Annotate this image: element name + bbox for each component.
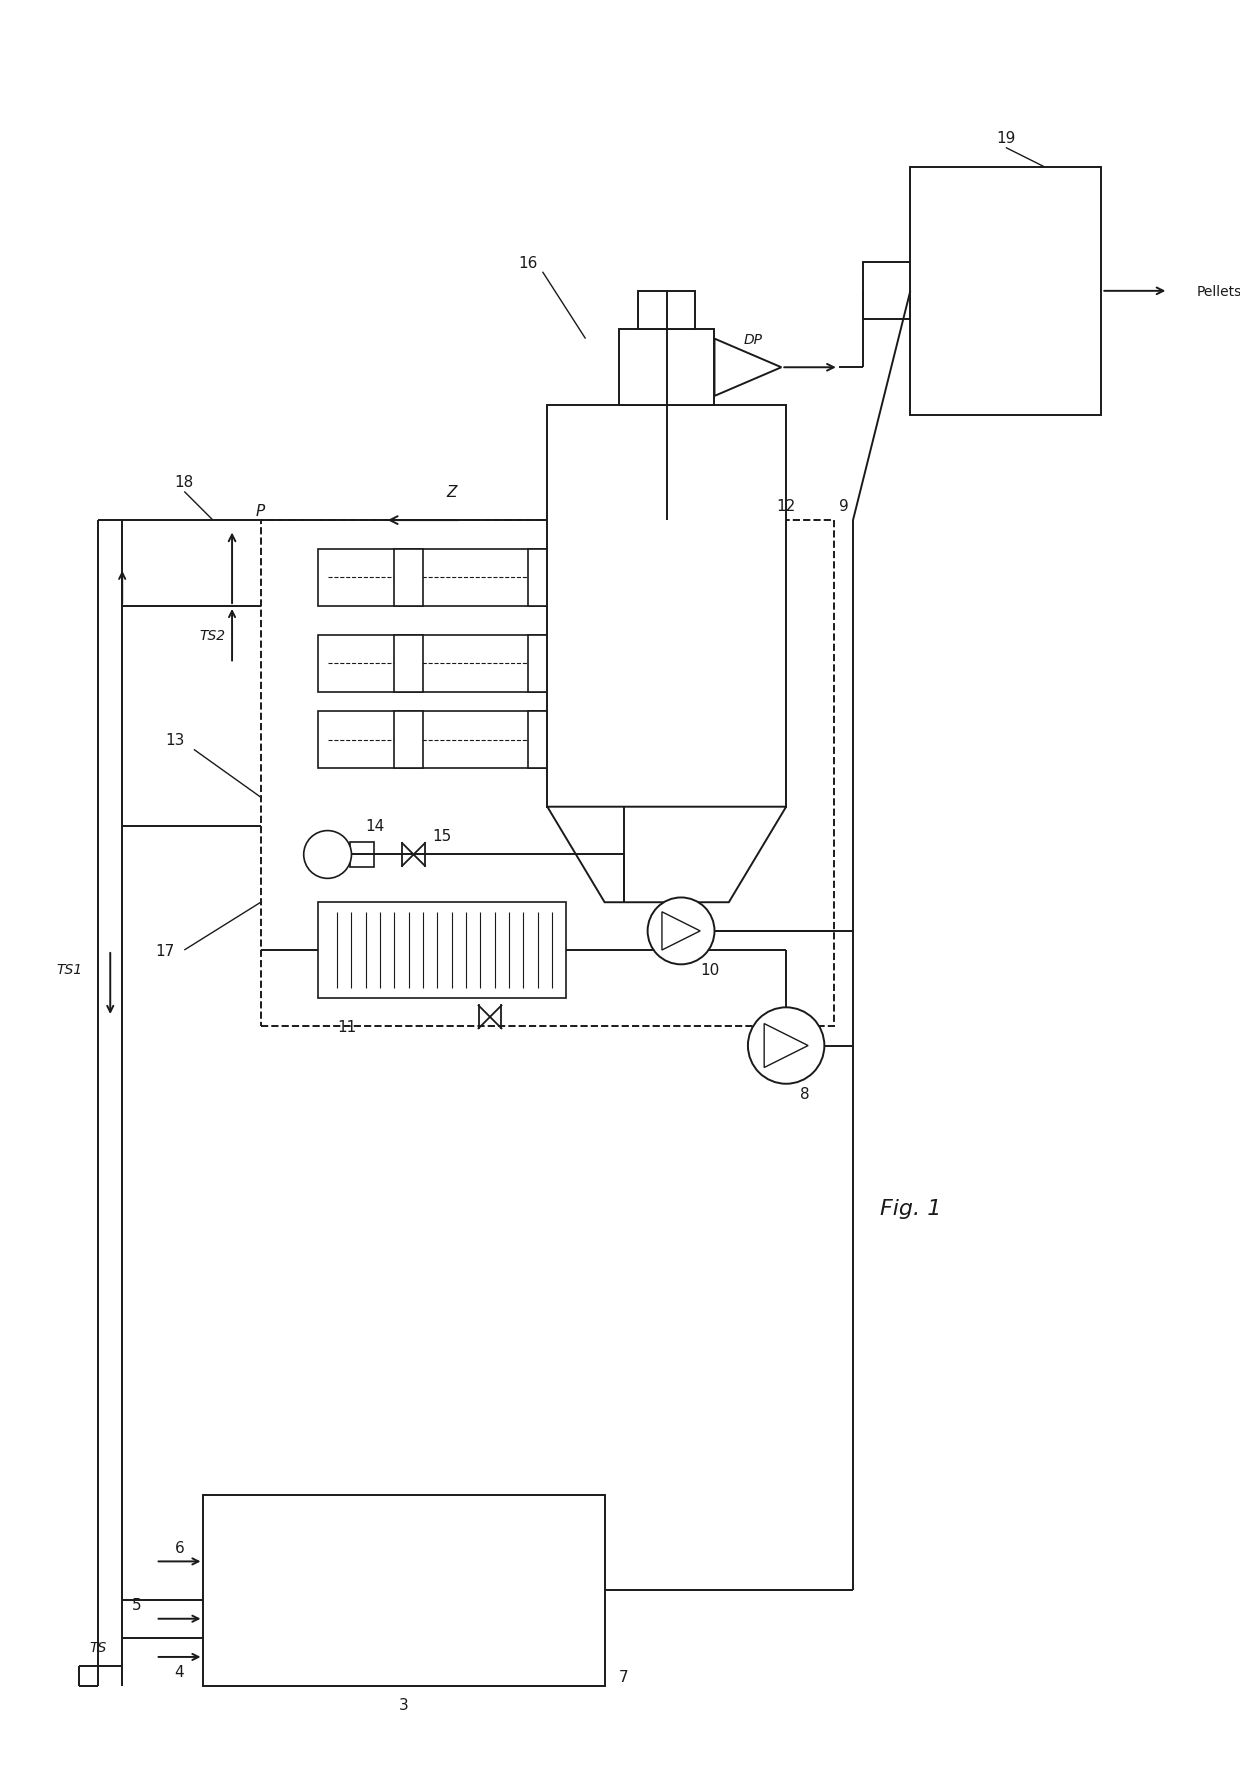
Bar xyxy=(394,711,423,769)
Text: 13: 13 xyxy=(165,732,185,748)
Circle shape xyxy=(748,1007,825,1083)
Bar xyxy=(260,521,835,1027)
Bar xyxy=(528,635,557,693)
Text: 3: 3 xyxy=(399,1697,409,1713)
Bar xyxy=(528,550,557,606)
Bar xyxy=(619,330,714,406)
Text: 8: 8 xyxy=(801,1087,810,1101)
Text: P: P xyxy=(257,504,265,519)
Text: 6: 6 xyxy=(175,1539,185,1555)
Polygon shape xyxy=(547,807,786,902)
Bar xyxy=(547,406,786,807)
Text: TS2: TS2 xyxy=(200,628,226,642)
Bar xyxy=(863,262,910,321)
Polygon shape xyxy=(714,339,781,397)
Bar xyxy=(317,902,567,998)
Text: Pellets: Pellets xyxy=(1197,285,1240,298)
Bar xyxy=(317,635,662,693)
Bar xyxy=(394,550,423,606)
Text: 10: 10 xyxy=(701,963,719,977)
Text: TS: TS xyxy=(89,1640,107,1654)
Bar xyxy=(910,168,1101,417)
Text: 5: 5 xyxy=(131,1597,141,1612)
Text: 11: 11 xyxy=(337,1019,356,1034)
Text: 19: 19 xyxy=(996,131,1016,147)
Bar xyxy=(317,711,662,769)
Text: 4: 4 xyxy=(175,1663,185,1679)
Text: 12: 12 xyxy=(776,498,796,514)
Bar xyxy=(394,635,423,693)
Text: Z: Z xyxy=(446,484,458,500)
Text: 16: 16 xyxy=(518,255,538,271)
Text: 15: 15 xyxy=(433,828,451,844)
Text: 7: 7 xyxy=(619,1668,629,1684)
Text: 9: 9 xyxy=(838,498,848,514)
Bar xyxy=(639,293,696,330)
Bar xyxy=(317,550,662,606)
Text: TS1: TS1 xyxy=(57,963,83,977)
Text: 17: 17 xyxy=(155,943,175,957)
Polygon shape xyxy=(764,1025,808,1067)
Polygon shape xyxy=(662,913,701,950)
Bar xyxy=(350,842,374,867)
Text: 14: 14 xyxy=(366,819,384,833)
Text: 18: 18 xyxy=(175,475,193,489)
Circle shape xyxy=(647,897,714,965)
Bar xyxy=(528,711,557,769)
Text: Fig. 1: Fig. 1 xyxy=(879,1199,941,1218)
Bar xyxy=(203,1495,605,1686)
Text: DP: DP xyxy=(743,332,763,346)
Circle shape xyxy=(304,832,351,879)
